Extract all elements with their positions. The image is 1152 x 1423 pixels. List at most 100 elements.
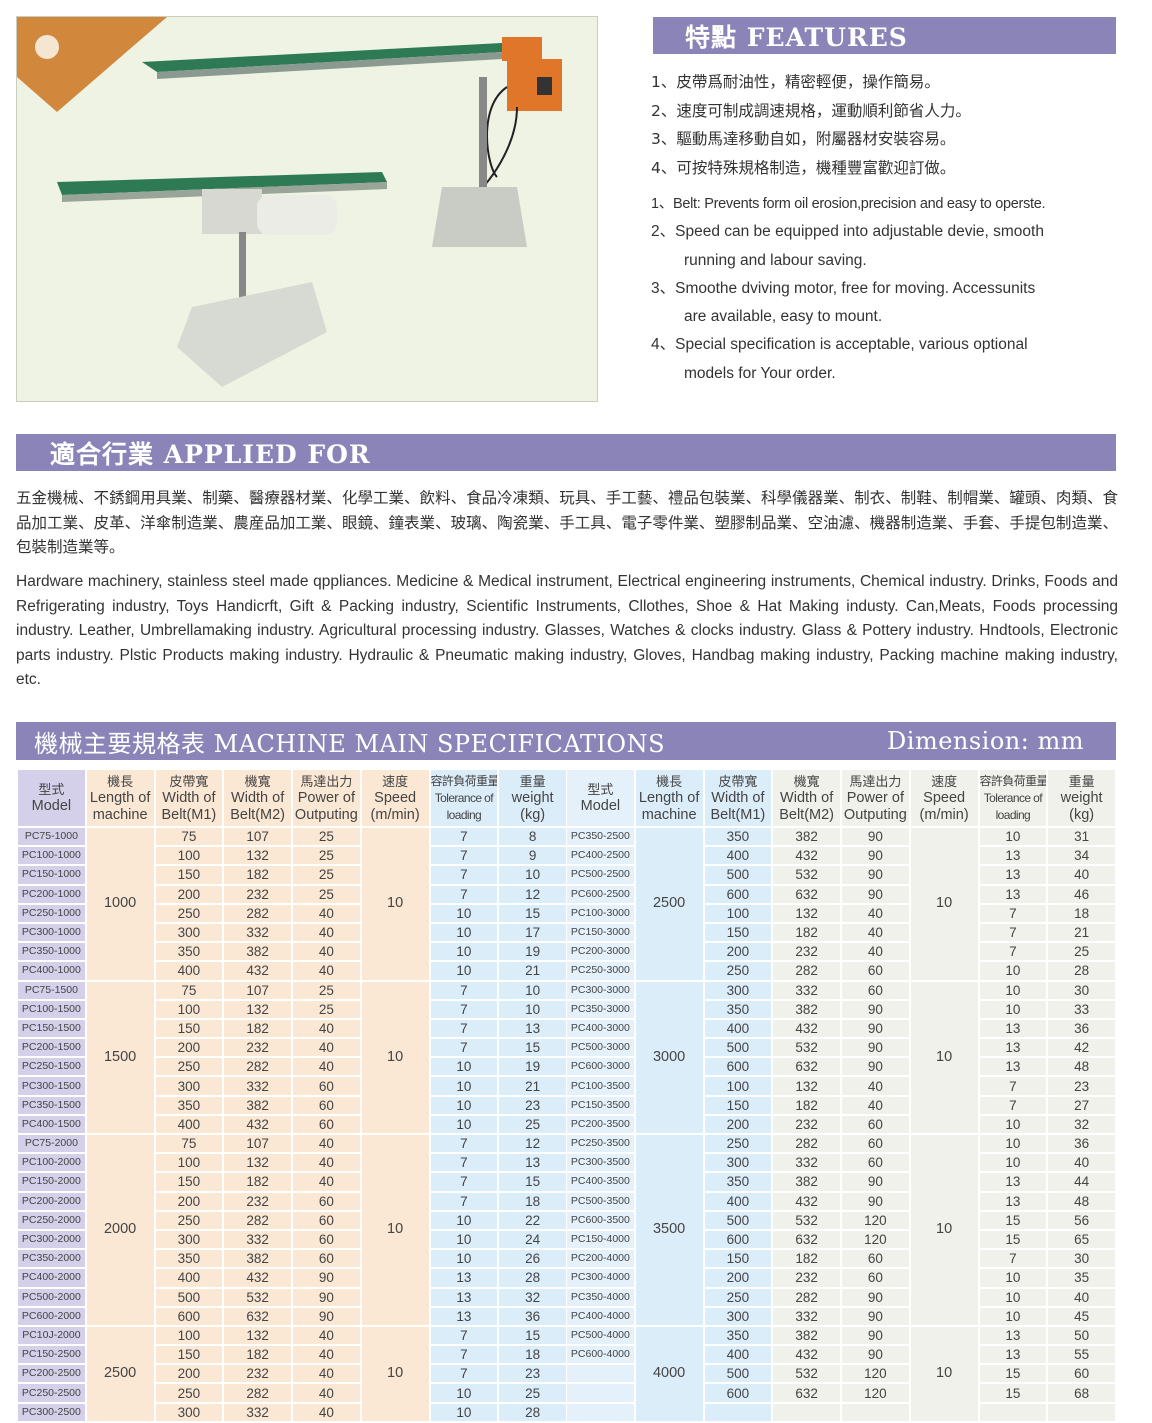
- tolerance-cell: 15: [979, 1230, 1047, 1249]
- column-header-en: Width of Belt(M1): [710, 789, 766, 823]
- power-cell: 60: [293, 1192, 360, 1210]
- belt-width-m1-cell: 100: [155, 1000, 223, 1018]
- weight-cell: 68: [1048, 1384, 1115, 1402]
- model-cell: PC100-1500: [18, 1000, 85, 1018]
- model-cell: PC10J-2000: [18, 1326, 85, 1345]
- belt-width-m1-cell: 200: [704, 943, 772, 961]
- column-header: 皮帶寬 Width of Belt(M1): [704, 770, 772, 826]
- model-cell: PC200-3000: [567, 943, 634, 961]
- table-row: 500 532 120 15 60: [567, 1365, 1115, 1383]
- weight-cell: 10: [499, 981, 566, 999]
- belt-width-m2-cell: 232: [224, 1192, 291, 1210]
- tolerance-cell: 13: [430, 1269, 498, 1287]
- model-cell: PC300-3000: [567, 981, 634, 999]
- belt-width-m1-cell: 500: [704, 1211, 772, 1229]
- tolerance-cell: 7: [979, 1096, 1047, 1114]
- belt-width-m1-cell: 250: [155, 1211, 223, 1229]
- belt-width-m1-cell: 250: [155, 1384, 223, 1402]
- belt-width-m1-cell: 200: [155, 1192, 223, 1210]
- table-row: PC400-2000 400 432 90 13 28: [18, 1269, 566, 1287]
- weight-cell: 19: [499, 1058, 566, 1076]
- column-header-en: Model: [31, 798, 72, 814]
- column-header-en: weight (kg): [511, 789, 554, 823]
- power-cell: 40: [842, 904, 909, 922]
- belt-width-m1-cell: 150: [155, 1019, 223, 1038]
- model-cell: PC200-4000: [567, 1250, 634, 1268]
- weight-cell: 18: [499, 1192, 566, 1210]
- belt-width-m1-cell: 250: [704, 1135, 772, 1153]
- table-row: PC150-3500 150 182 40 7 27: [567, 1096, 1115, 1114]
- tolerance-cell: 7: [430, 828, 498, 846]
- power-cell: 40: [293, 923, 360, 942]
- table-row: PC500-2500 500 532 90 13 40: [567, 866, 1115, 884]
- tolerance-cell: 7: [430, 1019, 498, 1038]
- tolerance-cell: 10: [979, 1307, 1047, 1325]
- belt-width-m1-cell: 200: [155, 1365, 223, 1383]
- power-cell: 60: [293, 1115, 360, 1133]
- model-cell: PC250-3500: [567, 1135, 634, 1153]
- length-cell: 4000: [635, 1326, 703, 1421]
- feature-en-item: 3、Smoothe dviving motor, free for moving…: [651, 279, 1036, 297]
- model-cell: PC500-2000: [18, 1288, 85, 1306]
- power-cell: 25: [293, 1000, 360, 1018]
- applied-en-text: Hardware machinery, stainless steel made…: [16, 573, 1118, 688]
- model-cell: PC150-3500: [567, 1096, 634, 1114]
- belt-width-m2-cell: 282: [773, 962, 840, 980]
- column-header-en: Power of Outputing: [843, 789, 907, 823]
- table-row: PC150-4000 600 632 120 15 65: [567, 1230, 1115, 1249]
- belt-width-m1-cell: 75: [155, 828, 223, 846]
- tolerance-cell: 10: [430, 1077, 498, 1095]
- tolerance-cell: 7: [430, 1326, 498, 1345]
- model-cell: PC150-1000: [18, 866, 85, 884]
- belt-width-m1-cell: 75: [155, 981, 223, 999]
- table-row: PC150-1000 150 182 25 7 10: [18, 866, 566, 884]
- tolerance-cell: 10: [979, 1115, 1047, 1133]
- column-header-en: Speed (m/min): [370, 789, 420, 823]
- table-row: PC75-1000 1000 75 107 25 10 7 8: [18, 828, 566, 980]
- tolerance-cell: 7: [430, 885, 498, 903]
- power-cell: 40: [293, 1058, 360, 1076]
- model-cell: PC600-3500: [567, 1211, 634, 1229]
- table-row: PC100-3000 100 132 40 7 18: [567, 904, 1115, 922]
- table-row: PC150-2500 150 182 40 7 18: [18, 1346, 566, 1364]
- feature-en-item-cont: models for Your order.: [684, 364, 836, 382]
- belt-width-m1-cell: 600: [704, 1230, 772, 1249]
- belt-width-m1-cell: 150: [155, 1346, 223, 1364]
- tolerance-cell: 10: [430, 962, 498, 980]
- weight-cell: 28: [499, 1403, 566, 1421]
- weight-cell: 18: [499, 1346, 566, 1364]
- belt-width-m1-cell: 500: [704, 866, 772, 884]
- tolerance-cell: 13: [979, 1039, 1047, 1057]
- table-row: 600 632 120 15 68: [567, 1384, 1115, 1402]
- tolerance-cell: 7: [430, 1192, 498, 1210]
- column-header: 容許負荷重量 Tolerance of loading: [430, 770, 498, 826]
- power-cell: 90: [842, 1307, 909, 1325]
- belt-width-m2-cell: 332: [224, 1230, 291, 1249]
- belt-width-m1-cell: 600: [155, 1307, 223, 1325]
- feature-zh-item: 4、可按特殊規格制造，機種豐富歡迎訂做。: [651, 158, 956, 177]
- power-cell: 40: [293, 904, 360, 922]
- table-header-row: 型式 Model 機長 Length of machine 皮帶寬 Width of Be…: [18, 770, 566, 826]
- tolerance-cell: 15: [979, 1211, 1047, 1229]
- feature-zh-item: 2、速度可制成調速規格，運動順利節省人力。: [651, 101, 971, 120]
- tolerance-cell: 10: [430, 1211, 498, 1229]
- feature-en-item: 1、Belt: Prevents form oil erosion,precis…: [651, 196, 1046, 212]
- tolerance-cell: 13: [979, 1058, 1047, 1076]
- power-cell: 60: [842, 981, 909, 999]
- spec-table-right: 型式 Model 機長 Length of machine 皮帶寬 Width of Be…: [565, 768, 1117, 1423]
- power-cell: 120: [842, 1384, 909, 1402]
- feature-en-item: 4、Special specification is acceptable, v…: [651, 336, 1028, 354]
- belt-width-m2-cell: 332: [773, 1154, 840, 1172]
- belt-width-m1-cell: 200: [704, 1115, 772, 1133]
- power-cell: 90: [842, 847, 909, 865]
- column-header: 速度 Speed (m/min): [361, 770, 429, 826]
- weight-cell: 21: [499, 1077, 566, 1095]
- belt-width-m1-cell: 250: [155, 904, 223, 922]
- model-cell: PC200-2500: [18, 1365, 85, 1383]
- weight-cell: 21: [1048, 923, 1115, 942]
- weight-cell: 36: [1048, 1135, 1115, 1153]
- tolerance-cell: 10: [979, 1288, 1047, 1306]
- belt-width-m2-cell: 232: [224, 1039, 291, 1057]
- model-cell: PC150-2000: [18, 1173, 85, 1191]
- power-cell: 40: [293, 1346, 360, 1364]
